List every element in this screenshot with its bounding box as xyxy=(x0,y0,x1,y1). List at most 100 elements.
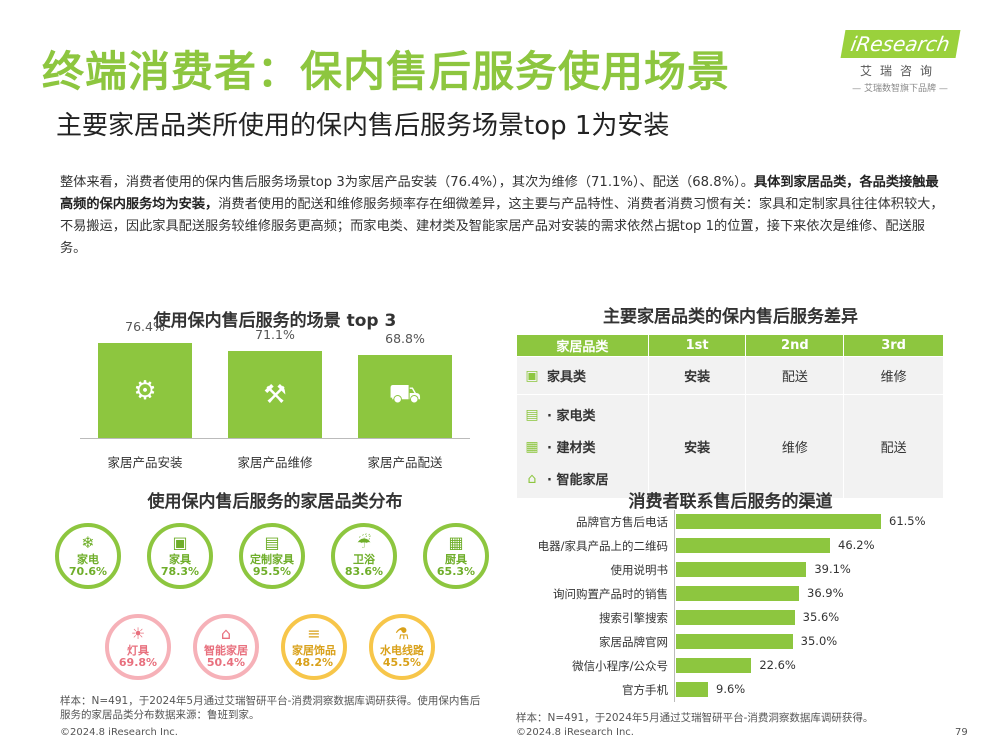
diff-group-3rd: 配送 xyxy=(843,394,944,499)
diff-header-2nd: 2nd xyxy=(745,334,845,357)
smart-home-icon: ⌂ xyxy=(220,624,232,643)
top3-chart-title: 使用保内售后服务的场景 top 3 xyxy=(153,311,397,331)
channel-value-label: 35.6% xyxy=(802,610,840,624)
diff-header-1st: 1st xyxy=(647,334,747,357)
channel-bar xyxy=(676,562,807,577)
channel-label: 搜索引擎搜索 xyxy=(599,611,668,625)
logo-mark: iResearch xyxy=(840,30,960,58)
diff-furniture-1st: 安装 xyxy=(647,356,747,395)
channel-bar-chart: 品牌官方售后电话 61.5% 电器/家具产品上的二维码 46.2% 使用说明书 39.1%… xyxy=(516,510,946,702)
top3-category-label: 家居产品安装 xyxy=(107,455,183,470)
category-name: 灯具 xyxy=(127,644,149,657)
channel-bar xyxy=(676,514,881,529)
category-value: 65.3% xyxy=(436,565,476,578)
channel-label: 官方手机 xyxy=(622,683,668,697)
top3-axis xyxy=(80,438,470,439)
appliance-icon: ▤ xyxy=(525,406,539,423)
category-value: 50.4% xyxy=(206,656,246,669)
category-circle: ⌂ 智能家居 50.4% xyxy=(193,614,259,680)
logo: iResearch 艾瑞咨询 — 艾瑞数智旗下品牌 — xyxy=(840,30,960,94)
top3-bar-chart: ⚙ 76.4% 家居产品安装 ⚒ 71.1% 家居产品维修 ⛟ 68.8% 家居产品配送 xyxy=(80,319,470,480)
building-material-icon: ▦ xyxy=(525,438,539,455)
distribution-row-1: ❄ 家电 70.6% ▣ 家具 78.3% ▤ 定制家具 95.5% ☔ 卫浴 83.6% ▦ 厨具 65.… xyxy=(55,523,495,597)
faucet-icon: ⚗ xyxy=(394,624,410,643)
channel-value-label: 39.1% xyxy=(814,562,851,576)
category-circle: ▤ 定制家具 95.5% xyxy=(239,523,305,589)
category-circle: ☔ 卫浴 83.6% xyxy=(331,523,397,589)
page-subtitle: 主要家居品类所使用的保内售后服务场景top 1为安装 xyxy=(56,111,670,141)
shower-icon: ☔ xyxy=(356,533,372,552)
diff-furniture-2nd: 配送 xyxy=(745,356,845,395)
channel-bar xyxy=(676,586,799,601)
diff-table: 家居品类 1st 2nd 3rd ▣ 家具类 安装 配送 维修 ▤ · 家电类 ▦… xyxy=(516,334,944,499)
diff-table-title: 主要家居品类的保内售后服务差异 xyxy=(603,307,858,327)
distribution-title: 使用保内售后服务的家居品类分布 xyxy=(147,492,403,512)
intro-paragraph: 整体来看，消费者使用的保内售后服务场景top 3为家居产品安装（76.4%），其… xyxy=(60,172,945,260)
channel-label: 电器/家具产品上的二维码 xyxy=(537,539,668,553)
channel-value-label: 22.6% xyxy=(759,658,796,672)
channel-label: 使用说明书 xyxy=(610,563,669,577)
logo-tagline: — 艾瑞数智旗下品牌 — xyxy=(852,84,948,94)
channel-label: 微信小程序/公众号 xyxy=(572,659,668,673)
sofa-icon: ▣ xyxy=(172,533,188,552)
category-name: 卫浴 xyxy=(353,553,375,566)
channel-label: 询问购置产品时的销售 xyxy=(553,587,668,601)
lamp-icon: ☀ xyxy=(130,624,146,643)
diff-header-3rd: 3rd xyxy=(843,334,944,357)
channel-value-label: 35.0% xyxy=(800,634,838,648)
distribution-row-2: ☀ 灯具 69.8% ⌂ 智能家居 50.4% ≡ 家居饰品 48.2% ⚗ 水电线路 45.5% xyxy=(105,614,445,688)
channel-bar xyxy=(676,610,795,625)
diff-furniture-3rd: 维修 xyxy=(843,356,944,395)
top3-bar: ⛟ xyxy=(358,354,452,438)
right-sample-note: 样本：N=491，于2024年5月通过艾瑞智研平台-消费洞察数据库调研获得。 xyxy=(516,712,874,724)
category-value: 69.8% xyxy=(118,656,158,669)
category-name: 家居饰品 xyxy=(292,644,336,657)
category-circle: ≡ 家居饰品 48.2% xyxy=(281,614,347,680)
channel-label: 家居品牌官网 xyxy=(599,635,668,649)
smart-home-icon: ⌂ xyxy=(527,470,537,487)
category-name: 定制家具 xyxy=(250,553,294,566)
top3-value-label: 68.8% xyxy=(385,330,425,346)
category-circle: ▣ 家具 78.3% xyxy=(147,523,213,589)
channel-value-label: 46.2% xyxy=(838,538,875,552)
sofa-icon: ▣ xyxy=(525,367,539,384)
channel-bar xyxy=(676,538,830,553)
curtain-icon: ≡ xyxy=(307,624,321,643)
channel-bar xyxy=(676,634,793,649)
channel-bar xyxy=(676,682,708,697)
copyright-left: ©2024.8 iResearch Inc. xyxy=(60,727,178,738)
cabinet-icon: ▤ xyxy=(264,533,280,552)
category-value: 95.5% xyxy=(252,565,292,578)
top3-bar: ⚒ xyxy=(228,351,322,438)
category-value: 48.2% xyxy=(294,656,334,669)
intro-bold-text: 具体到家居品类，各品类接触最高频的保内服务均为安装， xyxy=(60,175,939,212)
channel-label: 品牌官方售后电话 xyxy=(576,515,668,529)
top3-value-label: 71.1% xyxy=(255,327,295,343)
channel-axis xyxy=(674,510,675,702)
category-value: 78.3% xyxy=(160,565,200,578)
category-name: 水电线路 xyxy=(380,644,424,657)
page-title: 终端消费者：保内售后服务使用场景 xyxy=(42,47,731,96)
intro-text-1: 整体来看，消费者使用的保内售后服务场景top 3为家居产品安装（76.4%），其… xyxy=(60,175,754,190)
diff-group-2nd: 维修 xyxy=(745,394,845,499)
channel-value-label: 9.6% xyxy=(716,682,746,696)
top3-bar: ⚙ xyxy=(98,343,192,438)
top3-value-label: 76.4% xyxy=(125,319,165,335)
left-sample-note: 样本：N=491，于2024年5月通过艾瑞智研平台-消费洞察数据库调研获得。使用… xyxy=(60,695,481,721)
category-name: 家电 xyxy=(77,553,99,566)
category-name: 智能家居 xyxy=(204,644,248,657)
channel-bar xyxy=(676,658,752,673)
category-value: 70.6% xyxy=(68,565,108,578)
copyright-right: ©2024.8 iResearch Inc. xyxy=(516,727,634,738)
category-circle: ❄ 家电 70.6% xyxy=(55,523,121,589)
intro-text-2: 消费者使用的配送和维修服务频率存在细微差异，这主要与产品特性、消费者消费习惯有关… xyxy=(60,197,944,256)
category-name: 厨具 xyxy=(445,553,467,566)
category-value: 83.6% xyxy=(344,565,384,578)
channel-chart-title: 消费者联系售后服务的渠道 xyxy=(628,492,833,512)
diff-row-group-names: ▤ · 家电类 ▦ · 建材类 ⌂ · 智能家居 xyxy=(516,394,649,499)
category-name: 家具 xyxy=(169,553,191,566)
diff-header-category: 家居品类 xyxy=(516,334,649,357)
diff-row-furniture-name: ▣ 家具类 xyxy=(516,356,649,395)
category-circle: ☀ 灯具 69.8% xyxy=(105,614,171,680)
air-conditioner-icon: ❄ xyxy=(81,533,95,552)
